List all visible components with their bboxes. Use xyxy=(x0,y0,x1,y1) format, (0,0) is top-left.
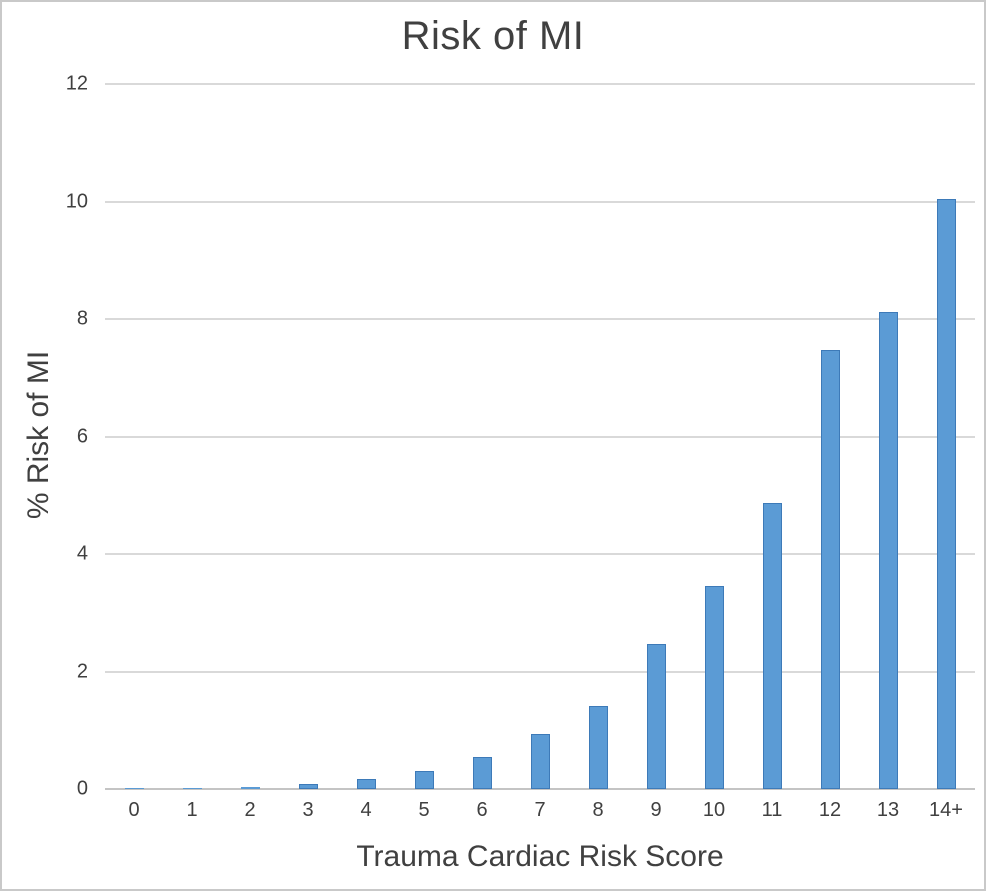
x-tick-label: 10 xyxy=(702,799,726,821)
bar-3 xyxy=(298,784,318,789)
bar-7 xyxy=(530,734,550,789)
x-tick-label: 14+ xyxy=(929,799,963,821)
x-tick-label: 2 xyxy=(244,799,256,821)
x-tick-label: 3 xyxy=(302,799,314,821)
bar-14+ xyxy=(936,198,956,789)
y-tick-label: 10 xyxy=(65,190,88,212)
bar-0 xyxy=(124,788,144,789)
x-axis-ticks: 0 1 2 3 4 5 6 7 8 9 10 11 12 13 14+ xyxy=(105,799,975,825)
gridline xyxy=(105,435,975,438)
bar-8 xyxy=(588,705,608,789)
gridline xyxy=(105,83,975,85)
gridline xyxy=(105,318,975,320)
x-axis-line xyxy=(105,788,975,790)
x-tick-label: 6 xyxy=(476,799,488,821)
y-axis-ticks: 0 2 4 6 8 10 12 xyxy=(2,73,88,800)
x-tick-label: 13 xyxy=(876,799,900,821)
bar-2 xyxy=(240,786,260,789)
chart-title: Risk of MI xyxy=(401,14,585,58)
x-tick-label: 5 xyxy=(418,799,430,821)
x-tick-label: 8 xyxy=(592,799,604,821)
x-tick-label: 7 xyxy=(534,799,546,821)
bar-1 xyxy=(182,787,202,789)
y-tick-label: 4 xyxy=(76,542,88,565)
bar-9 xyxy=(646,643,666,789)
bar-6 xyxy=(472,757,492,789)
y-tick-label: 12 xyxy=(65,72,88,95)
bar-5 xyxy=(414,771,434,789)
x-axis-title: Trauma Cardiac Risk Score xyxy=(356,840,724,873)
bar-13 xyxy=(878,311,898,789)
gridline xyxy=(105,670,975,673)
y-tick-label: 0 xyxy=(76,777,88,800)
bar-12 xyxy=(820,350,840,789)
x-tick-label: 11 xyxy=(761,799,783,821)
plot-area xyxy=(105,83,975,790)
gridline xyxy=(105,200,975,203)
y-tick-label: 2 xyxy=(76,660,88,682)
x-tick-label: 0 xyxy=(128,799,140,821)
bar-11 xyxy=(762,503,782,789)
gridline xyxy=(105,553,975,555)
y-tick-label: 6 xyxy=(76,425,88,447)
x-tick-label: 1 xyxy=(186,799,198,821)
bar-10 xyxy=(704,586,724,789)
x-tick-label: 9 xyxy=(650,799,662,821)
x-tick-label: 12 xyxy=(818,799,842,821)
y-tick-label: 8 xyxy=(76,307,88,330)
bar-4 xyxy=(356,779,376,789)
x-tick-label: 4 xyxy=(360,799,372,821)
